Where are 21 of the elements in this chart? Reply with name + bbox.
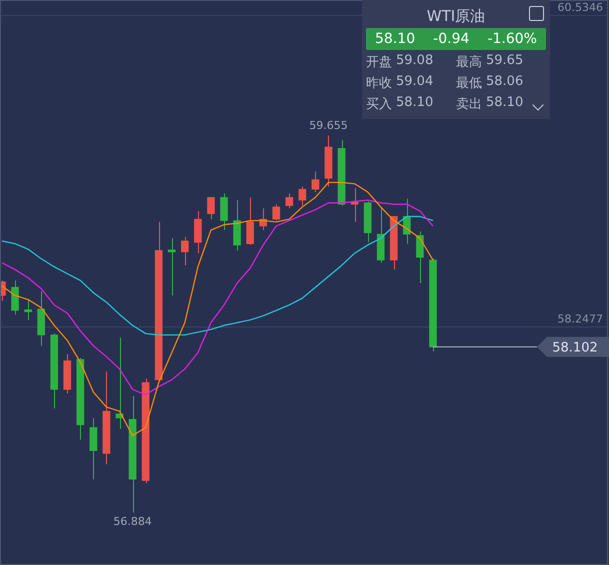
y-tick-label: 58.2477 (558, 312, 603, 326)
ref-line-label: 58.102 (552, 340, 598, 356)
y-tick-label: 60.5346 (558, 1, 603, 14)
annotation: WTI原油 (426, 6, 486, 27)
annotation: 昨收 (366, 75, 393, 92)
annotation: -0.94 (433, 30, 470, 49)
annotation: 59.08 (396, 53, 434, 70)
text: 最低 (456, 75, 483, 92)
text: 58.10 (486, 95, 524, 112)
text: 卖出 (456, 96, 483, 113)
annotation: 59.04 (396, 74, 434, 91)
annotation: 59.655 (309, 118, 348, 132)
annotation: 买入 (366, 96, 393, 113)
text: 58.06 (486, 74, 524, 91)
annotation: 56.884 (113, 515, 152, 528)
annotation: 58.10 (375, 30, 416, 49)
annotation: 58.10 (396, 95, 434, 112)
annotation: 开盘 (366, 54, 393, 71)
text: -1.60% (487, 30, 537, 49)
text: 最高 (456, 54, 483, 71)
text: 59.65 (486, 53, 524, 70)
